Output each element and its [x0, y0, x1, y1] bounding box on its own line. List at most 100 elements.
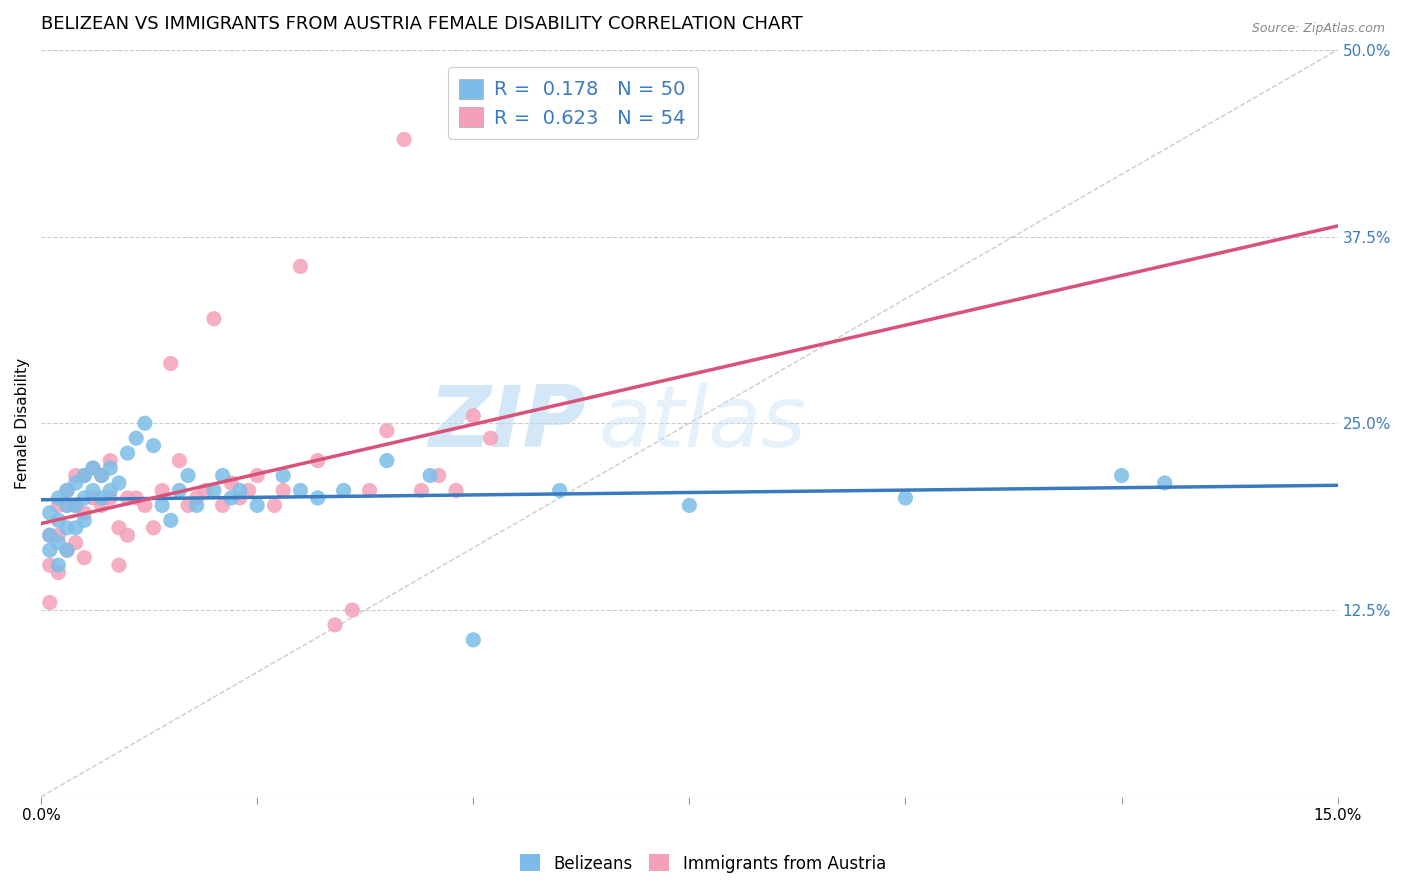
Point [219, 491, 242, 505]
Point [246, 468, 269, 483]
Point [211, 468, 233, 483]
Point [359, 483, 381, 498]
Point [169, 453, 191, 467]
Point [73, 513, 96, 527]
Y-axis label: Female Disability: Female Disability [15, 358, 30, 489]
Point [82, 461, 104, 475]
Point [65, 499, 87, 513]
Point [56, 543, 79, 558]
Point [108, 521, 131, 535]
Point [73, 491, 96, 505]
Point [342, 603, 364, 617]
Point [290, 483, 312, 498]
Point [678, 499, 700, 513]
Point [108, 558, 131, 573]
Point [125, 491, 148, 505]
Point [73, 550, 96, 565]
Point [90, 499, 112, 513]
Point [177, 499, 200, 513]
Point [90, 468, 112, 483]
Point [56, 521, 79, 535]
Point [375, 424, 398, 438]
Point [1153, 475, 1175, 490]
Point [392, 132, 415, 146]
Point [117, 446, 139, 460]
Point [229, 491, 252, 505]
Point [48, 513, 70, 527]
Point [186, 499, 208, 513]
Text: atlas: atlas [599, 382, 807, 465]
Point [202, 483, 225, 498]
Point [117, 528, 139, 542]
Point [307, 491, 329, 505]
Point [202, 311, 225, 326]
Text: BELIZEAN VS IMMIGRANTS FROM AUSTRIA FEMALE DISABILITY CORRELATION CHART: BELIZEAN VS IMMIGRANTS FROM AUSTRIA FEMA… [41, 15, 803, 33]
Point [238, 483, 260, 498]
Point [73, 506, 96, 520]
Point [98, 491, 121, 505]
Point [419, 468, 441, 483]
Point [271, 483, 294, 498]
Point [48, 528, 70, 542]
Point [38, 543, 60, 558]
Point [159, 513, 181, 527]
Point [73, 468, 96, 483]
Point [548, 483, 571, 498]
Text: Source: ZipAtlas.com: Source: ZipAtlas.com [1251, 22, 1385, 36]
Point [98, 453, 121, 467]
Point [56, 483, 79, 498]
Point [134, 499, 156, 513]
Point [48, 566, 70, 580]
Point [98, 483, 121, 498]
Point [65, 475, 87, 490]
Point [142, 439, 165, 453]
Point [48, 499, 70, 513]
Point [463, 632, 485, 647]
Point [56, 499, 79, 513]
Point [323, 618, 346, 632]
Point [271, 468, 294, 483]
Point [332, 483, 354, 498]
Point [444, 483, 467, 498]
Point [108, 475, 131, 490]
Point [90, 468, 112, 483]
Point [38, 558, 60, 573]
Point [1111, 468, 1133, 483]
Point [142, 521, 165, 535]
Text: ZIP: ZIP [427, 382, 586, 465]
Point [82, 491, 104, 505]
Point [246, 499, 269, 513]
Point [211, 499, 233, 513]
Point [65, 535, 87, 549]
Point [48, 558, 70, 573]
Point [56, 543, 79, 558]
Point [38, 506, 60, 520]
Point [307, 453, 329, 467]
Point [159, 357, 181, 371]
Point [38, 528, 60, 542]
Point [56, 483, 79, 498]
Point [73, 468, 96, 483]
Point [48, 535, 70, 549]
Point [229, 483, 252, 498]
Point [125, 431, 148, 445]
Point [290, 260, 312, 274]
Point [169, 483, 191, 498]
Point [65, 468, 87, 483]
Point [479, 431, 502, 445]
Point [38, 595, 60, 609]
Point [117, 491, 139, 505]
Point [194, 483, 217, 498]
Point [98, 461, 121, 475]
Point [56, 499, 79, 513]
Legend: Belizeans, Immigrants from Austria: Belizeans, Immigrants from Austria [513, 847, 893, 880]
Point [219, 475, 242, 490]
Point [411, 483, 433, 498]
Legend: R =  0.178   N = 50, R =  0.623   N = 54: R = 0.178 N = 50, R = 0.623 N = 54 [447, 67, 697, 139]
Point [65, 521, 87, 535]
Point [90, 491, 112, 505]
Point [150, 499, 173, 513]
Point [463, 409, 485, 423]
Point [894, 491, 917, 505]
Point [82, 461, 104, 475]
